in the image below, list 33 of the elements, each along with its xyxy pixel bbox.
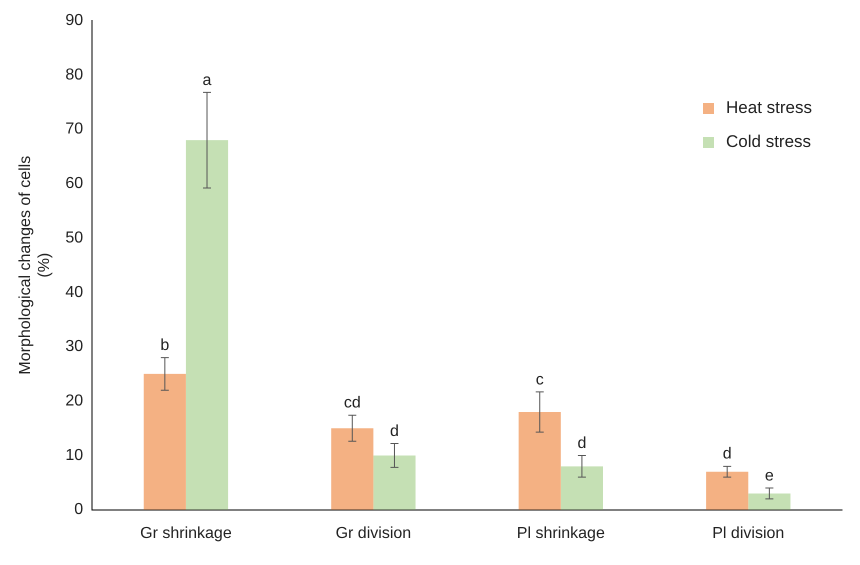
annotation: b: [160, 337, 170, 354]
y-tick-label: 20: [65, 392, 84, 410]
y-axis-title: Morphological changes of cells (%): [17, 156, 54, 375]
y-tick-label: 40: [65, 284, 84, 301]
bar: [518, 412, 561, 510]
legend-label: Cold stress: [726, 132, 812, 152]
bar: [706, 472, 748, 510]
y-tick-label: 70: [65, 120, 84, 138]
bar: [331, 428, 374, 510]
bar: [560, 466, 603, 510]
annotation: cd: [344, 394, 361, 412]
annotation: c: [536, 371, 544, 388]
bar: [748, 493, 790, 510]
annotation: a: [202, 72, 212, 89]
y-tick-label: 90: [65, 12, 84, 30]
annotation: d: [577, 434, 586, 452]
legend-label: Heat stress: [726, 98, 812, 118]
y-tick-label: 80: [65, 66, 84, 84]
x-tick-label: Pl shrinkage: [516, 524, 605, 542]
y-tick-label: 60: [65, 175, 84, 192]
bar: [144, 374, 186, 510]
y-tick-label: 10: [65, 446, 84, 464]
annotation: d: [722, 446, 732, 463]
y-tick-label: 0: [74, 501, 84, 518]
y-tick-label: 50: [65, 229, 84, 246]
annotation: d: [390, 422, 399, 440]
x-tick-label: Gr division: [336, 524, 412, 542]
x-tick-label: Gr shrinkage: [140, 524, 232, 542]
annotation: e: [764, 467, 774, 484]
bar: [186, 140, 228, 510]
x-tick-label: Pl division: [712, 524, 784, 542]
y-tick-label: 30: [65, 338, 84, 356]
bar: [373, 455, 416, 510]
